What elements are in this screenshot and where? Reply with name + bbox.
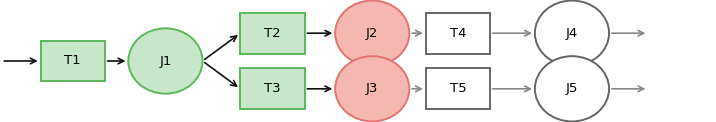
Text: J2: J2 <box>366 27 379 40</box>
Ellipse shape <box>128 28 203 94</box>
Text: T5: T5 <box>450 82 466 95</box>
FancyBboxPatch shape <box>426 13 490 54</box>
Ellipse shape <box>535 56 609 122</box>
FancyBboxPatch shape <box>241 68 304 109</box>
Ellipse shape <box>335 56 410 122</box>
FancyBboxPatch shape <box>426 68 490 109</box>
Ellipse shape <box>535 0 609 66</box>
Text: T2: T2 <box>264 27 281 40</box>
Text: T1: T1 <box>64 55 81 67</box>
Text: T3: T3 <box>264 82 281 95</box>
Text: J5: J5 <box>566 82 578 95</box>
Text: T4: T4 <box>450 27 466 40</box>
Text: J3: J3 <box>366 82 379 95</box>
Text: J4: J4 <box>566 27 578 40</box>
Text: J1: J1 <box>159 55 172 67</box>
FancyBboxPatch shape <box>41 41 105 81</box>
FancyBboxPatch shape <box>241 13 304 54</box>
Ellipse shape <box>335 0 410 66</box>
